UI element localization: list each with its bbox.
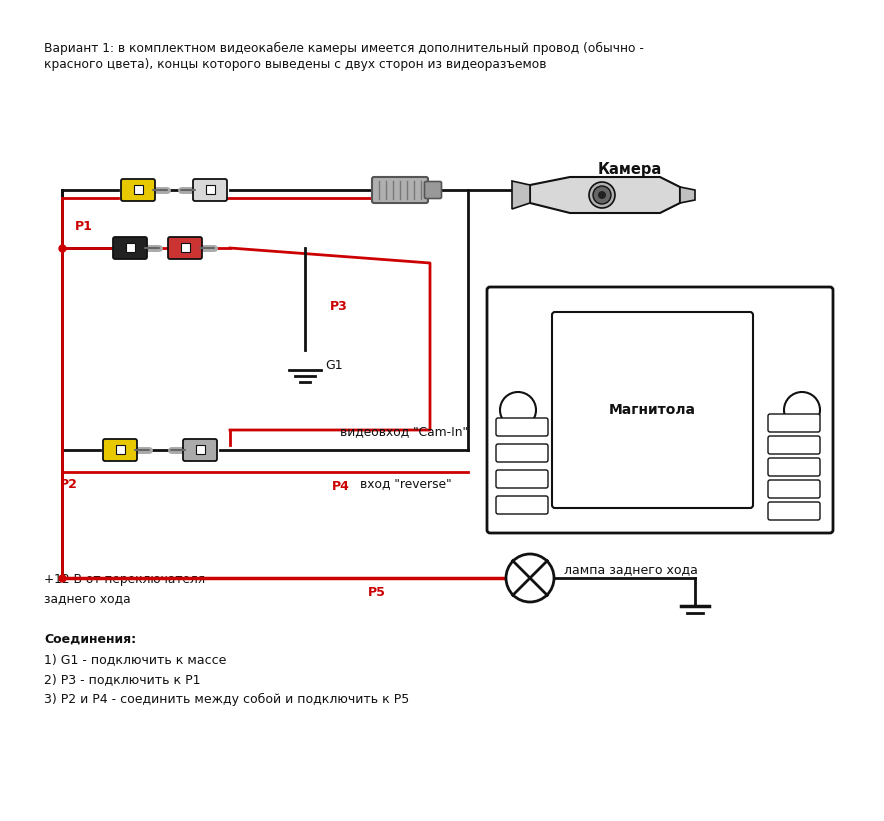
Bar [181,243,190,252]
FancyBboxPatch shape [424,181,441,199]
Bar [134,185,143,194]
Text: Магнитола: Магнитола [608,403,696,417]
Text: заднего хода: заднего хода [44,592,131,605]
FancyBboxPatch shape [496,496,548,514]
Text: Камера: Камера [598,162,662,177]
Bar [126,243,135,252]
FancyBboxPatch shape [496,444,548,462]
FancyBboxPatch shape [768,458,820,476]
Text: 3) Р2 и Р4 - соединить между собой и подключить к Р5: 3) Р2 и Р4 - соединить между собой и под… [44,693,409,706]
FancyBboxPatch shape [103,439,137,461]
Text: лампа заднего хода: лампа заднего хода [564,563,697,576]
Text: P4: P4 [332,480,350,493]
FancyBboxPatch shape [768,502,820,520]
Text: P1: P1 [75,220,93,233]
FancyBboxPatch shape [768,480,820,498]
FancyBboxPatch shape [768,414,820,432]
FancyBboxPatch shape [552,312,753,508]
Circle shape [589,182,615,208]
FancyBboxPatch shape [496,470,548,488]
FancyBboxPatch shape [113,237,147,259]
Circle shape [598,191,606,199]
FancyBboxPatch shape [372,177,428,203]
Text: красного цвета), концы которого выведены с двух сторон из видеоразъемов: красного цвета), концы которого выведены… [44,58,546,71]
Text: 2) Р3 - подключить к Р1: 2) Р3 - подключить к Р1 [44,673,201,686]
FancyBboxPatch shape [487,287,833,533]
FancyBboxPatch shape [183,439,217,461]
Circle shape [593,186,611,204]
Polygon shape [512,181,530,209]
Text: +12 В от переключателя: +12 В от переключателя [44,573,205,586]
Bar [116,445,125,454]
Polygon shape [530,177,680,213]
Polygon shape [680,187,695,203]
Text: видеовход "Cam-In": видеовход "Cam-In" [340,425,468,438]
Text: P3: P3 [330,300,347,313]
Text: P2: P2 [60,478,78,491]
FancyBboxPatch shape [121,179,155,201]
Text: Соединения:: Соединения: [44,633,136,646]
FancyBboxPatch shape [193,179,227,201]
FancyBboxPatch shape [768,436,820,454]
Circle shape [500,392,536,428]
Text: P5: P5 [368,586,386,599]
Circle shape [506,554,554,602]
Text: Вариант 1: в комплектном видеокабеле камеры имеется дополнительный провод (обычн: Вариант 1: в комплектном видеокабеле кам… [44,42,644,55]
FancyBboxPatch shape [168,237,202,259]
Bar [196,445,205,454]
Text: 1) G1 - подключить к массе: 1) G1 - подключить к массе [44,653,226,666]
Text: вход "reverse": вход "reverse" [360,477,452,490]
FancyBboxPatch shape [496,418,548,436]
Bar [206,185,215,194]
Circle shape [784,392,820,428]
Text: G1: G1 [325,359,343,371]
